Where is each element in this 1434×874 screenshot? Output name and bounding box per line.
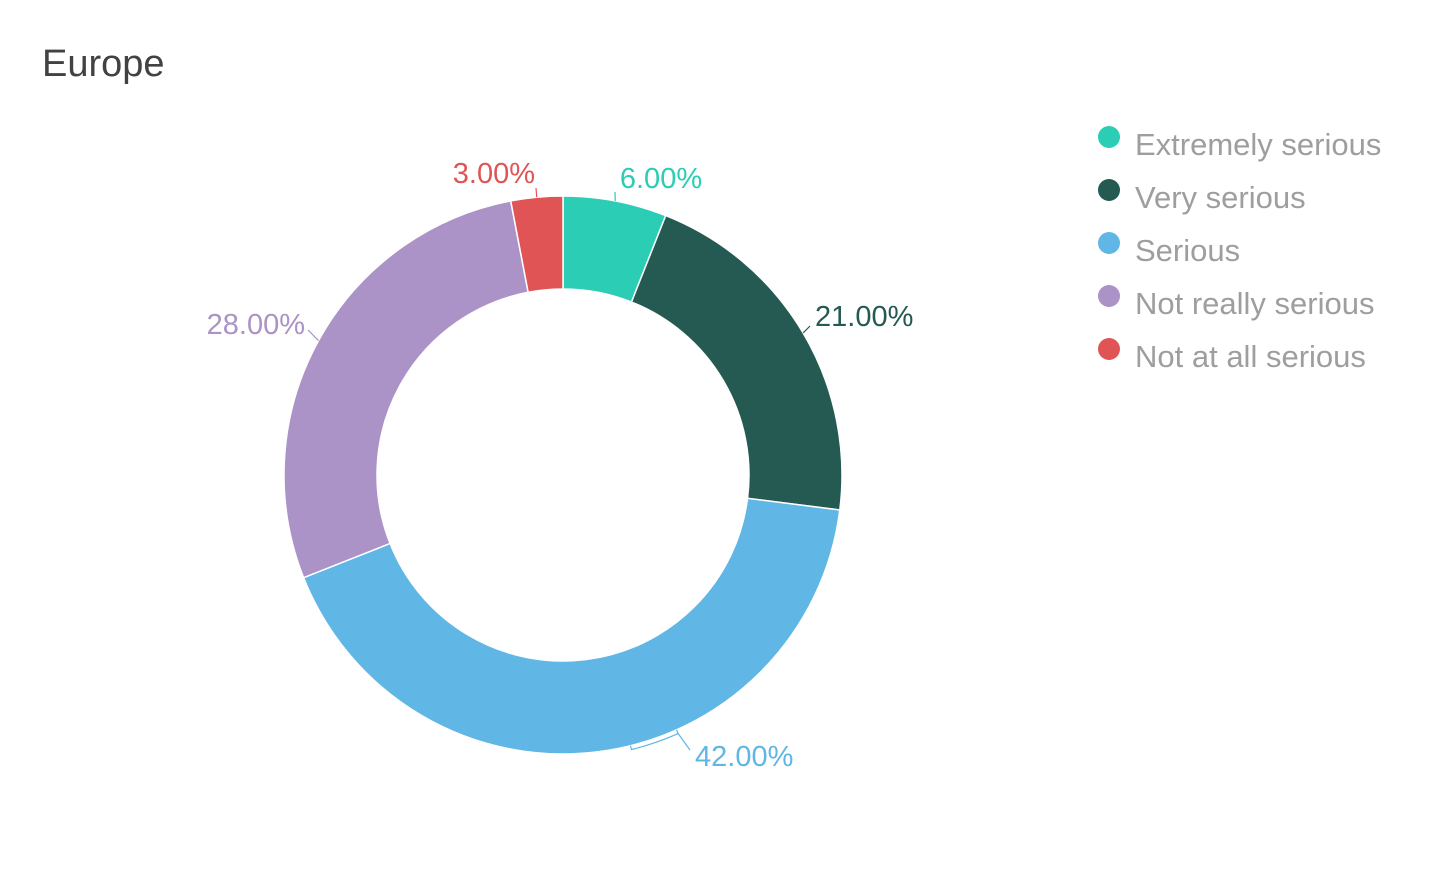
legend-marker-extremely-serious bbox=[1098, 126, 1120, 148]
label-leader-lines bbox=[307, 187, 811, 751]
slice-label-serious: 42.00% bbox=[695, 741, 793, 773]
slice-labels: 6.00% 21.00% 42.00% 28.00% 3.00% bbox=[207, 158, 914, 773]
legend-label-not-really-serious: Not really serious bbox=[1135, 286, 1374, 321]
slice-serious bbox=[302, 497, 841, 755]
slice-label-extremely-serious: 6.00% bbox=[620, 163, 702, 195]
legend-marker-not-at-all-serious bbox=[1098, 338, 1120, 360]
legend-item-not-at-all-serious[interactable]: Not at all serious bbox=[1098, 338, 1366, 374]
legend-label-not-at-all-serious: Not at all serious bbox=[1135, 339, 1366, 374]
slice-not-at-all-serious bbox=[509, 195, 564, 294]
legend-label-very-serious: Very serious bbox=[1135, 180, 1306, 215]
leader-line-serious bbox=[629, 729, 691, 751]
legend-item-serious[interactable]: Serious bbox=[1098, 232, 1240, 268]
leader-line-not-really-serious bbox=[307, 329, 319, 342]
leader-line-not-at-all-serious bbox=[535, 187, 538, 198]
slice-label-not-at-all-serious: 3.00% bbox=[453, 158, 535, 190]
legend-label-serious: Serious bbox=[1135, 233, 1240, 268]
legend-marker-not-really-serious bbox=[1098, 285, 1120, 307]
donut-slices bbox=[283, 195, 843, 755]
leader-line-very-serious bbox=[802, 325, 811, 334]
slice-very-serious bbox=[630, 214, 843, 511]
legend-marker-very-serious bbox=[1098, 179, 1120, 201]
slice-label-very-serious: 21.00% bbox=[815, 301, 913, 333]
legend-item-very-serious[interactable]: Very serious bbox=[1098, 179, 1306, 215]
legend: Extremely serious Very serious Serious Not … bbox=[1098, 126, 1381, 374]
legend-item-not-really-serious[interactable]: Not really serious bbox=[1098, 285, 1374, 321]
legend-label-extremely-serious: Extremely serious bbox=[1135, 127, 1381, 162]
legend-marker-serious bbox=[1098, 232, 1120, 254]
slice-label-not-really-serious: 28.00% bbox=[207, 309, 305, 341]
chart-title: Europe bbox=[42, 43, 165, 85]
slice-not-really-serious bbox=[283, 200, 530, 579]
legend-item-extremely-serious[interactable]: Extremely serious bbox=[1098, 126, 1381, 162]
